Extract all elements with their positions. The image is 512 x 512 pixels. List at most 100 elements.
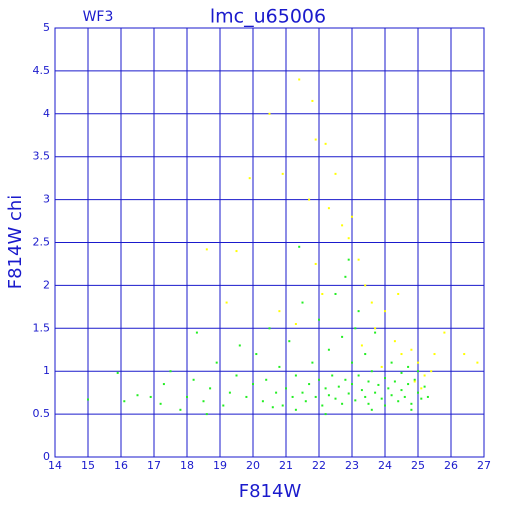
- x-tick-label: 16: [114, 459, 128, 472]
- point: [298, 78, 301, 81]
- point: [235, 374, 238, 377]
- point: [321, 292, 324, 295]
- point: [252, 383, 254, 386]
- point: [331, 374, 334, 377]
- x-tick-label: 22: [312, 459, 326, 472]
- point: [298, 245, 301, 248]
- point: [423, 374, 426, 377]
- point: [308, 198, 311, 201]
- point: [334, 172, 337, 175]
- y-tick-label: 2: [43, 278, 50, 291]
- point: [186, 395, 188, 398]
- point: [360, 389, 363, 392]
- point: [275, 391, 278, 394]
- point: [407, 365, 410, 368]
- point: [476, 361, 479, 364]
- point: [268, 327, 271, 330]
- y-tick-label: 3.5: [33, 150, 51, 163]
- point: [271, 406, 274, 409]
- point: [261, 400, 264, 403]
- point: [410, 402, 413, 405]
- x-tick-label: 20: [246, 459, 260, 472]
- point: [215, 361, 218, 364]
- point: [364, 284, 367, 287]
- x-tick-label: 18: [180, 459, 194, 472]
- point: [324, 387, 327, 390]
- point: [417, 361, 419, 364]
- point: [413, 378, 416, 381]
- point: [281, 404, 284, 407]
- point: [301, 391, 304, 394]
- point: [179, 408, 182, 411]
- point: [433, 353, 436, 356]
- point: [238, 344, 241, 347]
- point: [337, 385, 340, 388]
- point: [347, 237, 350, 240]
- point: [228, 391, 231, 394]
- point: [327, 348, 330, 351]
- point: [357, 310, 360, 313]
- point: [357, 374, 360, 377]
- point: [291, 395, 294, 398]
- point: [314, 262, 317, 265]
- point: [324, 142, 327, 145]
- point: [400, 353, 403, 356]
- x-tick-label: 15: [81, 459, 95, 472]
- point: [374, 331, 377, 334]
- point: [341, 224, 344, 227]
- point: [281, 172, 284, 175]
- y-tick-label: 1.5: [33, 321, 51, 334]
- y-tick-label: 0: [43, 450, 50, 463]
- point: [248, 177, 251, 180]
- point: [308, 383, 311, 386]
- point: [380, 365, 383, 368]
- point: [393, 340, 396, 343]
- y-tick-label: 4.5: [33, 64, 51, 77]
- point: [420, 397, 423, 400]
- point: [374, 391, 377, 394]
- x-axis-label: F814W: [239, 481, 302, 502]
- point: [278, 310, 281, 313]
- points: [87, 78, 479, 416]
- point: [410, 348, 413, 351]
- x-tick-label: 24: [378, 459, 392, 472]
- point: [380, 397, 383, 400]
- point: [463, 353, 466, 356]
- point: [136, 394, 139, 397]
- point: [403, 395, 406, 398]
- y-tick-label: 3: [43, 193, 50, 206]
- point: [351, 215, 353, 218]
- point: [324, 413, 327, 416]
- point: [384, 404, 386, 407]
- point: [351, 383, 353, 386]
- point: [341, 335, 344, 338]
- y-tick-label: 4: [43, 107, 50, 120]
- point: [321, 404, 324, 407]
- point: [370, 370, 373, 373]
- x-tick-label: 17: [147, 459, 161, 472]
- point: [397, 292, 400, 295]
- y-tick-label: 0.5: [33, 407, 51, 420]
- point: [209, 387, 212, 390]
- y-axis-label: F814W chi: [5, 195, 26, 290]
- point: [245, 395, 248, 398]
- point: [410, 408, 413, 411]
- point: [420, 387, 423, 390]
- point: [294, 374, 297, 377]
- point: [354, 327, 357, 330]
- point: [301, 301, 304, 304]
- point: [225, 301, 228, 304]
- point: [384, 377, 386, 380]
- point: [370, 408, 373, 411]
- point: [311, 99, 314, 102]
- point: [294, 408, 297, 411]
- point: [159, 402, 162, 405]
- point: [364, 395, 367, 398]
- point: [314, 395, 317, 398]
- point: [341, 402, 344, 405]
- x-tick-label: 25: [411, 459, 425, 472]
- point: [357, 258, 360, 261]
- point: [294, 323, 297, 326]
- point: [426, 395, 429, 398]
- point: [377, 383, 380, 386]
